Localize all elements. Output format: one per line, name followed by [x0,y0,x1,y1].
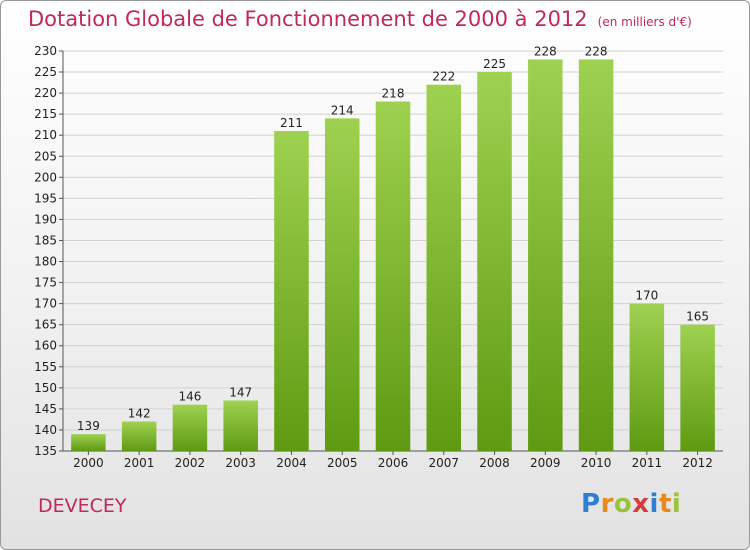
data-label-2009: 228 [534,44,557,58]
data-label-2008: 225 [483,57,506,71]
y-tick-label: 225 [34,65,57,79]
chart-unit: (en milliers d'€) [597,15,692,29]
y-tick-label: 155 [34,360,57,374]
y-tick-label: 175 [34,276,57,290]
bar-2008 [477,72,512,451]
proxiti-logo: Proxiti [581,489,681,519]
x-tick-label-2007: 2007 [428,456,459,470]
y-tick-label: 190 [34,212,57,226]
data-label-2001: 142 [128,407,151,421]
logo-letter: P [581,489,601,519]
bar-2007 [426,84,462,452]
data-label-2003: 147 [229,385,252,399]
y-tick-label: 165 [34,318,57,332]
y-tick-label: 145 [34,402,57,416]
y-tick-label: 205 [34,149,57,163]
data-label-2002: 146 [178,390,201,404]
bar-2004 [274,131,309,451]
data-label-2005: 214 [331,103,354,117]
y-tick-label: 200 [34,170,57,184]
x-tick-label-2004: 2004 [276,456,307,470]
bar-2010 [578,59,614,451]
y-tick-label: 210 [34,128,57,142]
y-tick-label: 160 [34,339,57,353]
y-tick-label: 150 [34,381,57,395]
x-tick-label-2008: 2008 [479,456,510,470]
x-tick-label-2009: 2009 [530,456,561,470]
x-tick-label-2001: 2001 [124,456,155,470]
bar-2009 [528,59,563,451]
bar-2000 [71,434,106,451]
logo-letter: o [613,489,633,519]
data-label-2007: 222 [432,70,455,84]
chart-title: Dotation Globale de Fonctionnement de 20… [28,7,588,31]
x-tick-label-2000: 2000 [73,456,104,470]
data-label-2006: 218 [382,87,405,101]
x-tick-label-2005: 2005 [327,456,358,470]
data-label-2011: 170 [635,289,658,303]
bar-2001 [121,421,157,451]
commune-name: DEVECEY [38,495,127,517]
y-tick-label: 135 [34,444,57,458]
y-tick-label: 195 [34,191,57,205]
y-tick-label: 185 [34,233,57,247]
y-tick-label: 220 [34,86,57,100]
bar-2003 [223,400,258,451]
y-tick-label: 180 [34,255,57,269]
logo-letter: x [632,489,650,519]
x-tick-label-2006: 2006 [378,456,409,470]
x-tick-label-2002: 2002 [175,456,206,470]
y-tick-label: 230 [34,44,57,58]
logo-letter: t [658,489,672,519]
data-label-2000: 139 [77,419,100,433]
data-label-2004: 211 [280,116,303,130]
y-tick-label: 215 [34,107,57,121]
bar-2002 [172,404,208,451]
bar-2012 [680,324,715,451]
y-tick-label: 140 [34,423,57,437]
bars [71,59,715,452]
data-label-2010: 228 [585,44,608,58]
chart-title-block: Dotation Globale de Fonctionnement de 20… [28,7,692,31]
x-tick-label-2012: 2012 [682,456,713,470]
x-tick-label-2010: 2010 [581,456,612,470]
logo-letter: i [671,489,682,519]
bar-2011 [629,303,665,451]
y-tick-label: 170 [34,297,57,311]
data-label-2012: 165 [686,310,709,324]
x-tick-label-2011: 2011 [632,456,663,470]
bar-2006 [375,101,411,452]
bar-2005 [324,118,360,452]
logo-letter: r [600,489,614,519]
labels: 139 2000 142 2001 146 2002 147 2003 211 2004 214 20… [73,44,713,470]
x-tick-label-2003: 2003 [225,456,256,470]
logo-letter: i [649,489,659,519]
